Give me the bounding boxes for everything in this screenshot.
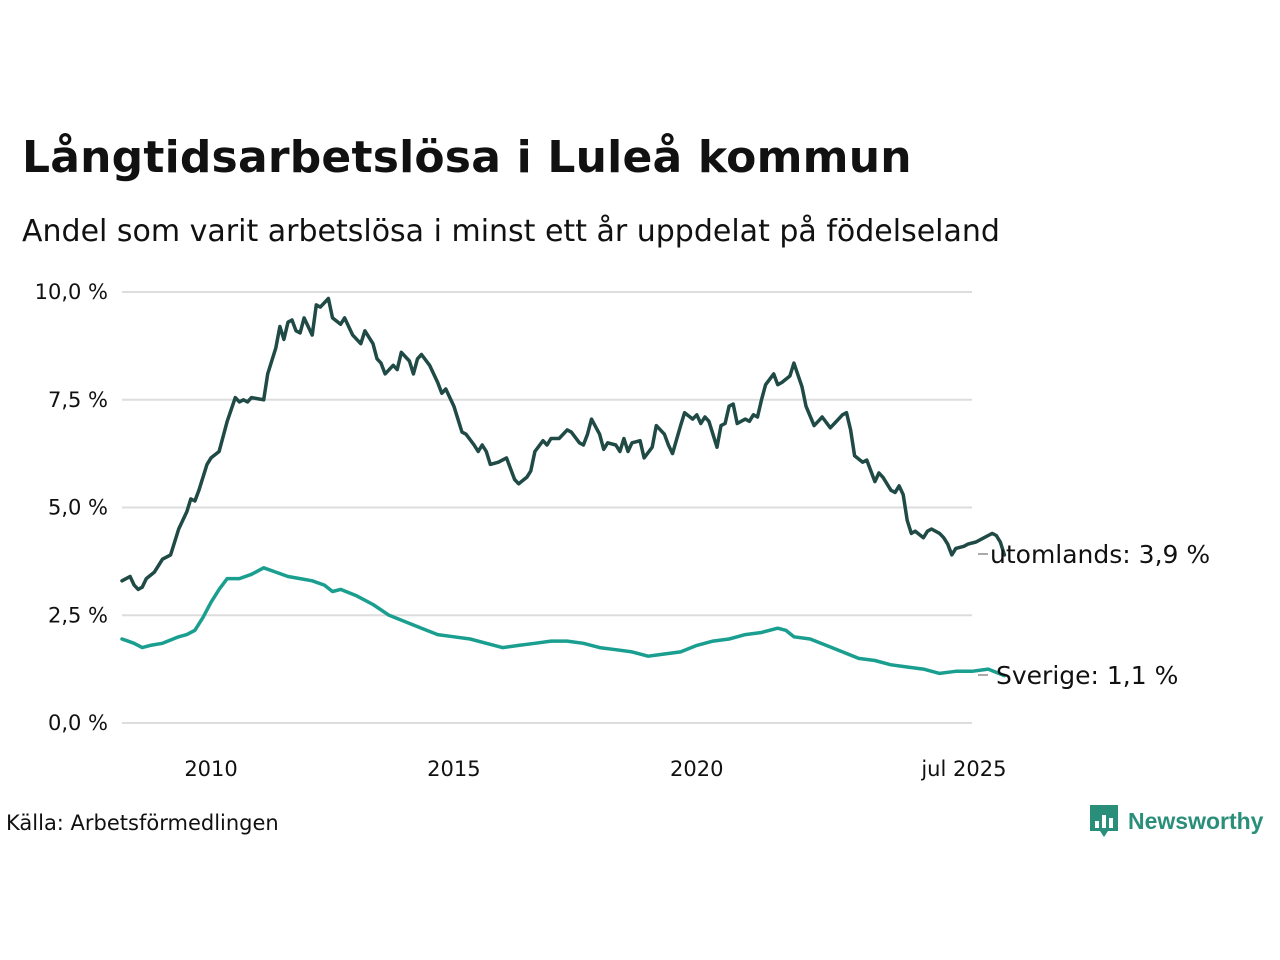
y-tick-label: 0,0 %	[48, 711, 108, 735]
chart-title: Långtidsarbetslösa i Luleå kommun	[22, 132, 912, 183]
series-line-sverige	[120, 566, 1007, 678]
chart-subtitle: Andel som varit arbetslösa i minst ett å…	[22, 214, 1000, 249]
y-tick-label: 5,0 %	[48, 496, 108, 520]
series-line-utomlands	[120, 296, 1007, 592]
end-label-utomlands: utomlands: 3,9 %	[990, 540, 1210, 569]
brand-name: Newsworthy	[1128, 807, 1264, 834]
y-tick-label: 10,0 %	[35, 280, 108, 304]
gridlines	[122, 291, 972, 724]
y-axis-ticks: 0,0 % 2,5 % 5,0 % 7,5 % 10,0 %	[35, 280, 108, 735]
x-tick-label: 2015	[427, 757, 480, 781]
y-tick-label: 2,5 %	[48, 603, 108, 627]
end-labels: utomlands: 3,9 % Sverige: 1,1 %	[978, 540, 1210, 690]
x-tick-label: 2020	[670, 757, 723, 781]
x-tick-label: jul 2025	[920, 757, 1006, 781]
x-axis-ticks: 2010 2015 2020 jul 2025	[184, 757, 1006, 781]
end-label-sverige: Sverige: 1,1 %	[996, 661, 1178, 690]
x-tick-label: 2010	[184, 757, 237, 781]
bar-chart-pin-icon	[1090, 805, 1118, 837]
source-note: Källa: Arbetsförmedlingen	[6, 811, 279, 835]
series-lines	[120, 296, 1007, 678]
y-tick-label: 7,5 %	[48, 388, 108, 412]
brand-logo[interactable]: Newsworthy	[1088, 803, 1263, 839]
